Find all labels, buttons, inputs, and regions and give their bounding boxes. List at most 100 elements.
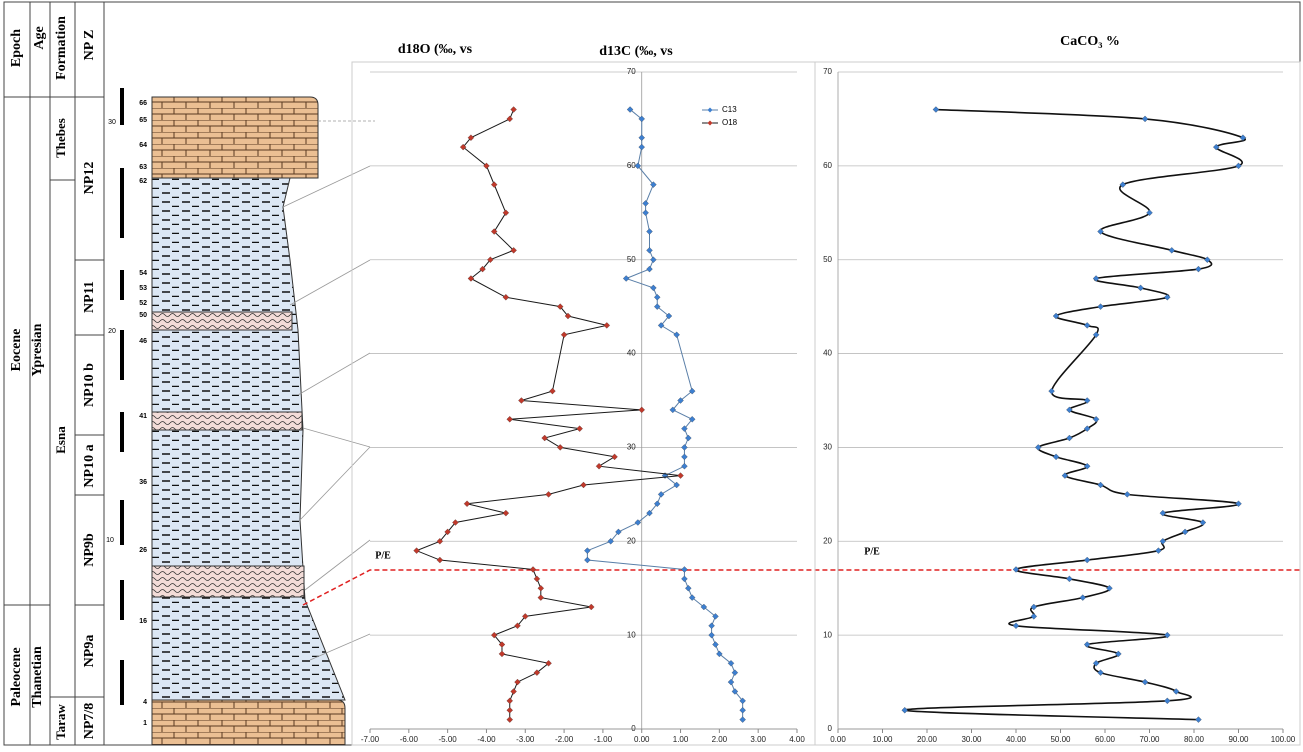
chart-title: d18O (‰, vs	[398, 42, 473, 57]
sample-label: 41	[139, 413, 147, 420]
y-tick-label: 0	[828, 724, 833, 733]
legend-marker	[708, 121, 713, 126]
chart-frame	[815, 62, 1300, 745]
data-point	[685, 585, 691, 591]
y-tick-label: 50	[823, 255, 832, 264]
data-point	[740, 717, 746, 723]
data-point	[709, 623, 715, 629]
x-tick-label: 20.00	[917, 735, 938, 744]
column-header: Formation	[54, 16, 69, 80]
data-point	[542, 435, 548, 441]
x-tick-label: 70.00	[1139, 735, 1160, 744]
data-point	[414, 548, 420, 554]
data-point	[1098, 304, 1104, 310]
x-tick-label: 40.00	[1006, 735, 1027, 744]
y-tick-label: 10	[823, 630, 832, 639]
x-tick-label: 30.00	[961, 735, 982, 744]
x-tick-label: 4.00	[789, 735, 805, 744]
data-point	[709, 632, 715, 638]
zone-label: NP9a	[82, 635, 97, 668]
data-point	[685, 435, 691, 441]
series-line	[587, 110, 742, 720]
x-tick-label: 0.00	[634, 735, 650, 744]
data-point	[534, 576, 540, 582]
sample-label: 26	[139, 547, 147, 554]
meter-label: 20	[108, 328, 116, 335]
data-point	[511, 107, 517, 113]
data-point	[507, 116, 513, 122]
y-tick-label: 60	[627, 161, 636, 170]
series-line	[417, 110, 681, 720]
data-point	[1200, 520, 1206, 526]
zone-label: NP7/8	[82, 703, 97, 740]
y-tick-label: 20	[823, 536, 832, 545]
data-point	[1084, 557, 1090, 563]
data-point	[581, 482, 587, 488]
data-point	[681, 444, 687, 450]
page: EpochAgeFormationNP ZEocenePaleoceneYpre…	[0, 0, 1303, 747]
x-tick-label: 90.00	[1228, 735, 1249, 744]
x-tick-label: -1.00	[594, 735, 613, 744]
x-tick-label: -5.00	[439, 735, 458, 744]
y-tick-label: 30	[627, 443, 636, 452]
sample-label: 52	[139, 300, 147, 307]
data-point	[654, 294, 660, 300]
data-point	[1195, 717, 1201, 723]
data-point	[1164, 294, 1170, 300]
age-label: Thanetian	[30, 646, 45, 708]
y-tick-label: 40	[627, 349, 636, 358]
y-tick-label: 50	[627, 255, 636, 264]
sample-label: 63	[139, 164, 147, 171]
data-point	[639, 407, 645, 413]
data-point	[639, 144, 645, 150]
data-point	[1098, 670, 1104, 676]
data-point	[584, 557, 590, 563]
zone-label: NP12	[82, 162, 97, 195]
figure: EpochAgeFormationNP ZEocenePaleoceneYpre…	[0, 0, 1303, 747]
data-point	[530, 566, 536, 572]
data-point	[678, 473, 684, 479]
age-label: Ypresian	[30, 323, 45, 376]
sample-label: 62	[139, 178, 147, 185]
data-point	[650, 285, 656, 291]
sample-label: 65	[139, 117, 147, 124]
x-tick-label: -2.00	[555, 735, 574, 744]
data-point	[1080, 595, 1086, 601]
series-line	[905, 110, 1246, 720]
epoch-label: Paleocene	[9, 647, 24, 706]
data-point	[1049, 388, 1055, 394]
data-point	[1124, 491, 1130, 497]
zone-label: NP11	[82, 281, 97, 313]
x-tick-label: -7.00	[361, 735, 380, 744]
data-point	[646, 247, 652, 253]
scale-bar	[120, 88, 124, 705]
data-point	[507, 416, 513, 422]
data-point	[643, 200, 649, 206]
sample-label: 50	[139, 312, 147, 319]
data-point	[1053, 454, 1059, 460]
y-tick-label: 20	[627, 536, 636, 545]
data-point	[732, 670, 738, 676]
sample-label: 54	[139, 270, 147, 277]
data-point	[596, 463, 602, 469]
data-point	[518, 398, 524, 404]
y-tick-label: 70	[823, 67, 832, 76]
data-point	[1236, 163, 1242, 169]
data-point	[503, 294, 509, 300]
data-point	[1142, 116, 1148, 122]
sample-label: 4	[143, 699, 147, 706]
data-point	[1155, 548, 1161, 554]
chart-title: CaCO₃ %	[1060, 34, 1120, 49]
data-point	[646, 266, 652, 272]
data-point	[681, 576, 687, 582]
data-point	[712, 642, 718, 648]
data-point	[1164, 698, 1170, 704]
data-point	[1182, 529, 1188, 535]
data-point	[639, 135, 645, 141]
data-point	[503, 210, 509, 216]
data-point	[549, 388, 555, 394]
data-point	[1173, 688, 1179, 694]
data-point	[658, 491, 664, 497]
sample-label: 66	[139, 100, 147, 107]
sample-label: 16	[139, 618, 147, 625]
